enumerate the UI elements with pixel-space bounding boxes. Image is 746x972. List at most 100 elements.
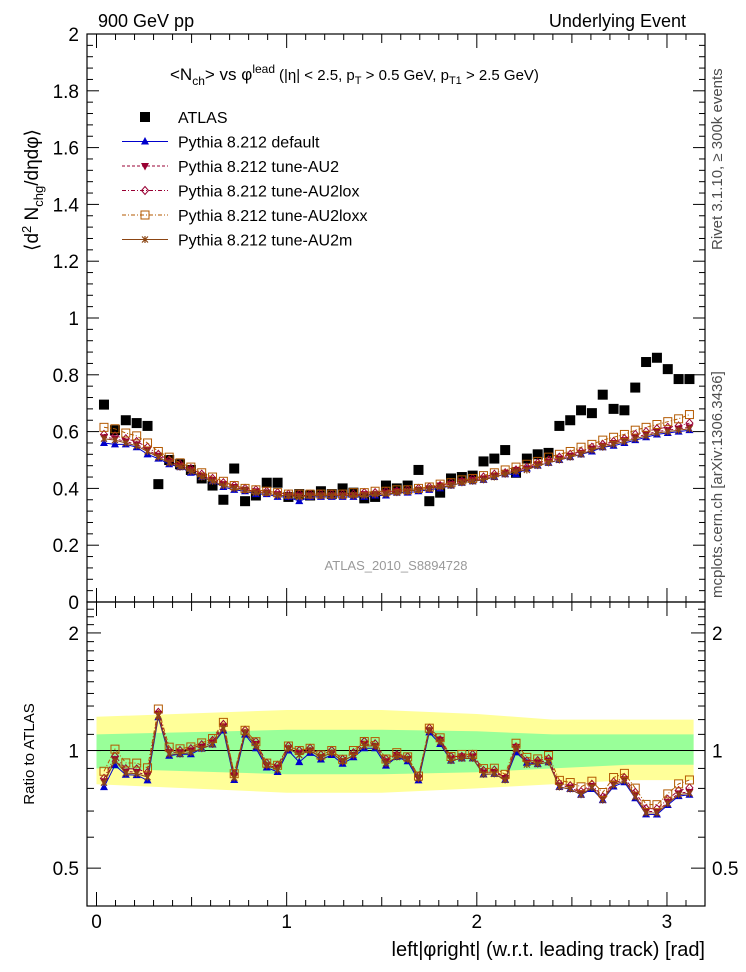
data-point-au2m: [393, 489, 401, 497]
data-point-au2m: [447, 482, 455, 490]
data-point-au2m: [523, 466, 531, 474]
data-point-au2loxx: [641, 422, 651, 432]
ratio-point-au2m: [631, 793, 639, 801]
ratio-point-au2m: [122, 769, 130, 777]
ratio-series-au2m: [100, 712, 693, 817]
legend-entry-au2: Pythia 8.212 tune-AU2: [122, 159, 339, 176]
data-point-au2m: [371, 490, 379, 498]
ratio-point-au2m: [230, 774, 238, 782]
ratio-y-tick-label: 2: [68, 624, 79, 645]
ratio-y-axis-label: Ratio to ATLAS: [21, 703, 38, 804]
ratio-point-au2m: [555, 783, 563, 791]
data-point-au2m: [545, 459, 552, 467]
data-point-au2loxx: [630, 425, 640, 435]
data-point-au2m: [350, 492, 357, 499]
header-right: Underlying Event: [549, 11, 686, 31]
ratio-y-axis: 0.5 1 2 0.5 1 2: [53, 608, 738, 880]
data-point-data: [673, 374, 684, 385]
plot-title-cuts-b-sub: T1: [449, 75, 462, 87]
ratio-point-au2m: [252, 742, 260, 750]
ratio-point-au2m: [490, 770, 498, 778]
data-point-data: [218, 494, 229, 505]
ratio-point-default: [110, 760, 119, 769]
ratio-x-tick-label: 0: [91, 912, 102, 933]
ratio-point-au2m: [382, 759, 390, 767]
data-point-au2m: [631, 435, 639, 443]
series-au2m: [100, 425, 693, 501]
data-point-au2m: [317, 492, 325, 499]
ratio-point-au2m: [393, 753, 401, 761]
ratio-point-au2loxx: [576, 782, 586, 792]
ratio-point-au2m: [686, 789, 693, 797]
data-point-au2m: [111, 436, 119, 444]
ratio-point-au2m: [545, 758, 552, 766]
main-y-tick-label: 0.6: [53, 423, 79, 444]
data-point-au2m: [469, 477, 477, 485]
legend-label-au2m: Pythia 8.212 tune-AU2m: [178, 233, 352, 250]
data-point-au2m: [122, 439, 130, 447]
y-axis-label: ⟨d2 Nchg/dηdφ⟩: [19, 129, 46, 251]
main-y-tick-label: 1.2: [53, 252, 79, 273]
plot-title-cuts-a-sub: T: [355, 75, 362, 87]
ratio-y-tick-label-right: 2: [712, 624, 723, 645]
data-point-data: [586, 408, 597, 419]
data-point-data: [467, 470, 478, 481]
data-point-au2loxx: [110, 424, 120, 434]
legend-marker-au2m: [141, 236, 149, 243]
plot-title-prefix: <N: [170, 65, 192, 84]
ratio-point-au2m: [100, 779, 108, 787]
y-axis-label-sup: 2: [19, 226, 34, 233]
legend-marker-au2: [141, 163, 149, 171]
data-point-data: [109, 425, 120, 436]
data-point-au2loxx: [652, 420, 662, 429]
legend-marker-default: [141, 137, 149, 145]
data-point-au2m: [599, 443, 607, 451]
data-point-data: [131, 418, 142, 429]
legend-entry-data: ATLAS: [140, 110, 228, 127]
ratio-point-au2m: [599, 796, 607, 804]
rivet-version-text: Rivet 3.1.10, ≥ 300k events: [709, 68, 726, 250]
data-point-au2m: [274, 492, 281, 499]
data-point-au2m: [588, 446, 596, 454]
ratio-point-au2m: [480, 770, 487, 778]
plot-title-prefix-sub: ch: [192, 74, 205, 88]
ratio-point-au2m: [328, 749, 336, 757]
ratio-point-au2m: [317, 753, 325, 761]
main-y-tick-label: 0: [68, 593, 79, 614]
data-point-data: [261, 477, 272, 488]
ratio-point-au2m: [620, 777, 628, 785]
data-point-data: [576, 405, 587, 416]
main-y-tick-label: 1: [68, 309, 79, 330]
data-point-au2m: [219, 482, 227, 490]
main-panel: 0 0.2 0.4 0.6 0.8 1 1.2 1.4 1.6 1.8 2: [53, 25, 706, 614]
ratio-y-tick-label: 0.5: [53, 859, 79, 880]
data-point-au2m: [425, 484, 433, 492]
ratio-point-au2m: [339, 757, 347, 765]
data-point-data: [315, 486, 326, 497]
legend-label-au2loxx: Pythia 8.212 tune-AU2loxx: [178, 208, 367, 225]
data-point-data: [142, 420, 153, 431]
ratio-point-au2m: [653, 809, 661, 817]
data-point-au2m: [686, 425, 693, 433]
data-point-au2m: [577, 450, 585, 458]
legend-marker-au2lox: [140, 185, 150, 196]
plot-title-cuts-c: > 2.5 GeV): [462, 67, 539, 84]
data-point-data: [662, 364, 673, 375]
ratio-y-tick-label-right: 0.5: [712, 859, 738, 880]
main-y-tick-label: 0.4: [53, 479, 80, 500]
data-point-au2m: [415, 486, 422, 494]
ratio-point-au2m: [111, 757, 119, 765]
y-axis-label-a: ⟨d: [22, 233, 43, 251]
data-point-au2m: [133, 442, 141, 450]
ratio-point-au2m: [295, 751, 303, 759]
data-point-data: [413, 464, 424, 475]
y-axis-label-sub: chg: [31, 186, 46, 207]
data-point-data: [272, 477, 283, 488]
ratio-frame: [86, 601, 706, 907]
data-point-data: [207, 480, 218, 491]
series-line-au2loxx: [103, 414, 690, 495]
legend-entry-default: Pythia 8.212 default: [122, 135, 320, 152]
ratio-point-au2loxx: [99, 766, 109, 776]
data-point-data: [597, 389, 608, 400]
data-point-au2loxx: [684, 410, 694, 420]
